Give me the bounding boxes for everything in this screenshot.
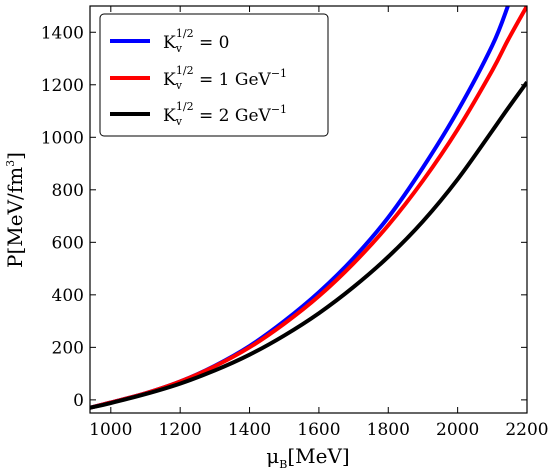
y-tick-label: 1200	[41, 76, 84, 96]
series-layer	[90, 6, 527, 410]
x-tick-label: 1000	[89, 420, 132, 440]
x-axis: 1000 1200 1400 1600 1800 2000 2200	[89, 6, 549, 440]
x-tick-label: 1600	[297, 420, 340, 440]
x-tick-label: 1800	[367, 420, 410, 440]
legend: Kv1/2 = 0 Kv1/2 = 1 GeV−1 Kv1/2 = 2 GeV−…	[99, 13, 329, 137]
plot-frame	[89, 5, 528, 414]
legend-label-k0: Kv1/2 = 0	[163, 27, 230, 55]
y-tick-label: 400	[52, 286, 84, 306]
y-tick-label: 600	[52, 233, 84, 253]
legend-label-k1: Kv1/2 = 1 GeV−1	[163, 64, 287, 92]
series-line-2	[90, 80, 527, 410]
x-tick-label: 2000	[436, 420, 479, 440]
legend-box	[99, 13, 329, 137]
x-tick-label: 2200	[505, 420, 548, 440]
y-tick-label: 1400	[41, 23, 84, 43]
y-tick-label: 1000	[41, 128, 84, 148]
y-axis-label: P[MeV/fm3]	[3, 152, 27, 268]
legend-label-k2: Kv1/2 = 2 GeV−1	[163, 100, 287, 128]
y-tick-label: 0	[73, 391, 84, 411]
y-tick-label: 800	[52, 181, 84, 201]
x-tick-label: 1200	[159, 420, 202, 440]
y-tick-label: 200	[52, 338, 84, 358]
y-axis: 0 200 400 600 800 1000 1200 1400	[41, 23, 527, 411]
x-tick-label: 1400	[228, 420, 271, 440]
x-axis-label: μB[MeV]	[266, 444, 349, 471]
